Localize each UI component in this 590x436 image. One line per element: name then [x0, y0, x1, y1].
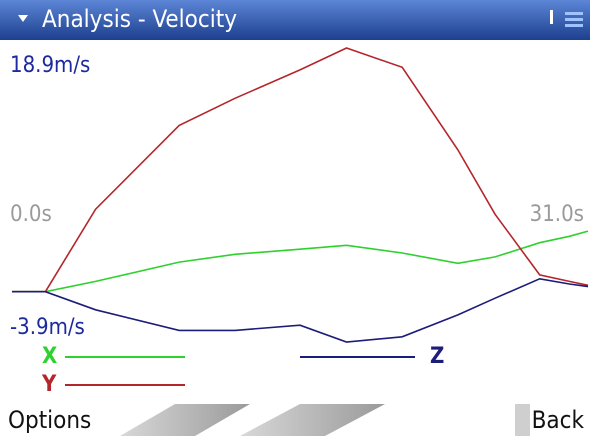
title-bar	[0, 0, 590, 40]
y-tick-label: 18.9m/s	[10, 53, 90, 78]
signal-icon	[18, 15, 28, 22]
series-line	[12, 230, 589, 293]
series-line	[12, 47, 589, 293]
battery-icon	[565, 24, 583, 27]
x-tick-label: 31.0s	[530, 202, 584, 227]
battery-icon	[565, 18, 583, 21]
battery-icon	[565, 12, 583, 15]
softkey-decoration	[120, 404, 250, 436]
softkey-decoration	[240, 404, 385, 436]
legend-label: Z	[430, 344, 444, 369]
softkey-decoration	[515, 404, 530, 436]
legend-label: X	[42, 344, 57, 369]
series-line	[12, 277, 589, 343]
status-icon	[550, 10, 553, 24]
softkey-right[interactable]: Back	[532, 406, 585, 434]
legend-label: Y	[41, 372, 57, 397]
softkey-left[interactable]: Options	[8, 406, 91, 434]
x-tick-label: 0.0s	[10, 202, 52, 227]
title: Analysis - Velocity	[42, 5, 237, 33]
y-tick-label: -3.9m/s	[10, 315, 85, 340]
